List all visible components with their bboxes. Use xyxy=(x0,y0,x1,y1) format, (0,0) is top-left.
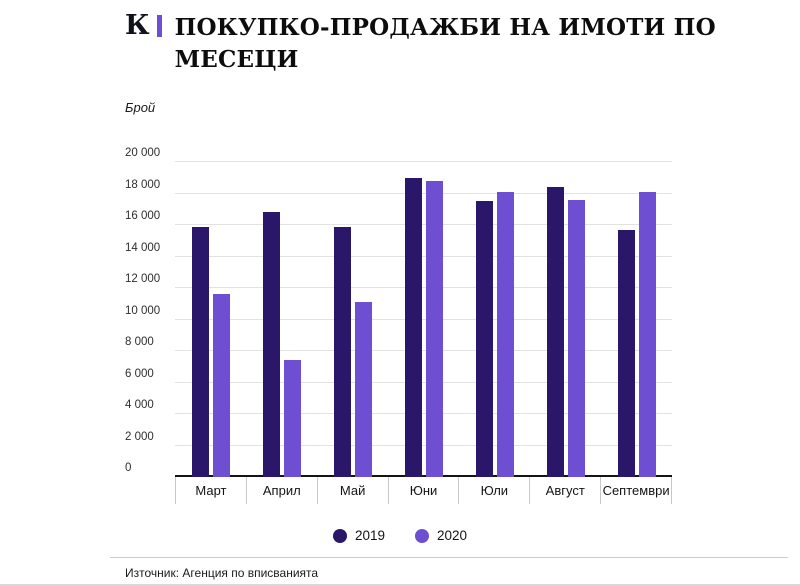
gridline xyxy=(175,255,672,257)
legend-swatch-icon xyxy=(332,528,347,543)
capital-logo: К xyxy=(125,12,162,39)
bar-group xyxy=(459,162,530,477)
gridline xyxy=(175,350,672,351)
gridline xyxy=(175,224,672,225)
gridline xyxy=(175,192,672,194)
x-axis: Март Април Май Юни Юли Август Септември xyxy=(175,477,673,504)
bar-group xyxy=(246,162,317,477)
bar-2019 xyxy=(333,226,351,477)
gridline xyxy=(175,444,672,446)
bar-group xyxy=(601,162,672,477)
y-tick-label: 18 000 xyxy=(125,178,161,191)
bar-2020 xyxy=(354,302,372,477)
y-tick-label: 4 000 xyxy=(125,399,154,411)
y-tick-label: 6 000 xyxy=(125,367,154,380)
legend-swatch-icon xyxy=(415,528,429,543)
bars xyxy=(175,162,672,477)
bar-2020 xyxy=(212,294,230,477)
bar-2020 xyxy=(638,191,656,477)
plot-area: 0 2 000 4 000 6 000 8 000 10 000 12 000 14 000 1… xyxy=(125,147,672,477)
legend: 2019 2020 xyxy=(0,528,800,543)
y-tick-label: 16 000 xyxy=(125,210,161,222)
x-axis-label: Април xyxy=(247,477,318,504)
bar-2019 xyxy=(404,177,422,477)
bar-group xyxy=(175,162,246,477)
page-bottom-divider xyxy=(0,584,800,586)
legend-item-2020: 2020 xyxy=(415,528,467,543)
x-axis-label: Юни xyxy=(389,477,460,504)
title-line-2: МЕСЕЦИ xyxy=(174,45,299,73)
header: К ПОКУПКО-ПРОДАЖБИ НА ИМОТИ ПО МЕСЕЦИ xyxy=(125,12,716,75)
gridline xyxy=(175,161,672,162)
bar-group xyxy=(388,162,459,477)
logo-bar-icon xyxy=(156,14,162,37)
x-axis-line xyxy=(175,475,672,477)
x-axis-label: Септември xyxy=(601,477,673,504)
x-axis-label: Август xyxy=(530,477,602,504)
bar-group xyxy=(530,162,601,477)
y-tick-label: 10 000 xyxy=(125,304,161,317)
legend-item-2019: 2019 xyxy=(332,528,385,543)
gridline xyxy=(175,318,672,320)
source-text: Източник: Агенция по вписванията xyxy=(125,566,319,580)
bar-2020 xyxy=(283,360,301,477)
bar-2020 xyxy=(496,191,514,477)
y-tick-label: 14 000 xyxy=(125,241,161,254)
title-line-1: ПОКУПКО-ПРОДАЖБИ НА ИМОТИ ПО xyxy=(174,14,716,41)
bar-2019 xyxy=(262,212,280,477)
legend-label: 2019 xyxy=(354,528,385,543)
bar-2019 xyxy=(546,187,564,477)
y-tick-label: 2 000 xyxy=(125,430,154,443)
bar-group xyxy=(317,162,388,477)
y-tick-label: 20 000 xyxy=(125,147,161,159)
bar-2019 xyxy=(475,201,493,477)
bar-2019 xyxy=(617,229,635,477)
bar-2020 xyxy=(425,180,443,477)
x-axis-label: Май xyxy=(318,477,389,504)
bar-2020 xyxy=(567,199,585,477)
chart: 0 2 000 4 000 6 000 8 000 10 000 12 000 14 000 1… xyxy=(125,147,673,504)
bar-2019 xyxy=(191,226,209,477)
gridline xyxy=(175,381,672,383)
y-tick-label: 12 000 xyxy=(125,273,161,285)
x-axis-label: Юли xyxy=(459,477,531,504)
gridline xyxy=(175,287,672,288)
footer: Източник: Агенция по вписванията xyxy=(110,557,788,580)
chart-title: ПОКУПКО-ПРОДАЖБИ НА ИМОТИ ПО МЕСЕЦИ xyxy=(175,12,716,75)
logo-k: К xyxy=(125,10,150,41)
y-tick-label: 8 000 xyxy=(125,336,154,348)
y-axis-title: Брой xyxy=(125,100,156,115)
legend-label: 2020 xyxy=(437,528,468,543)
y-tick-label: 0 xyxy=(125,462,132,474)
x-axis-label: Март xyxy=(175,477,247,504)
gridline xyxy=(175,413,672,414)
